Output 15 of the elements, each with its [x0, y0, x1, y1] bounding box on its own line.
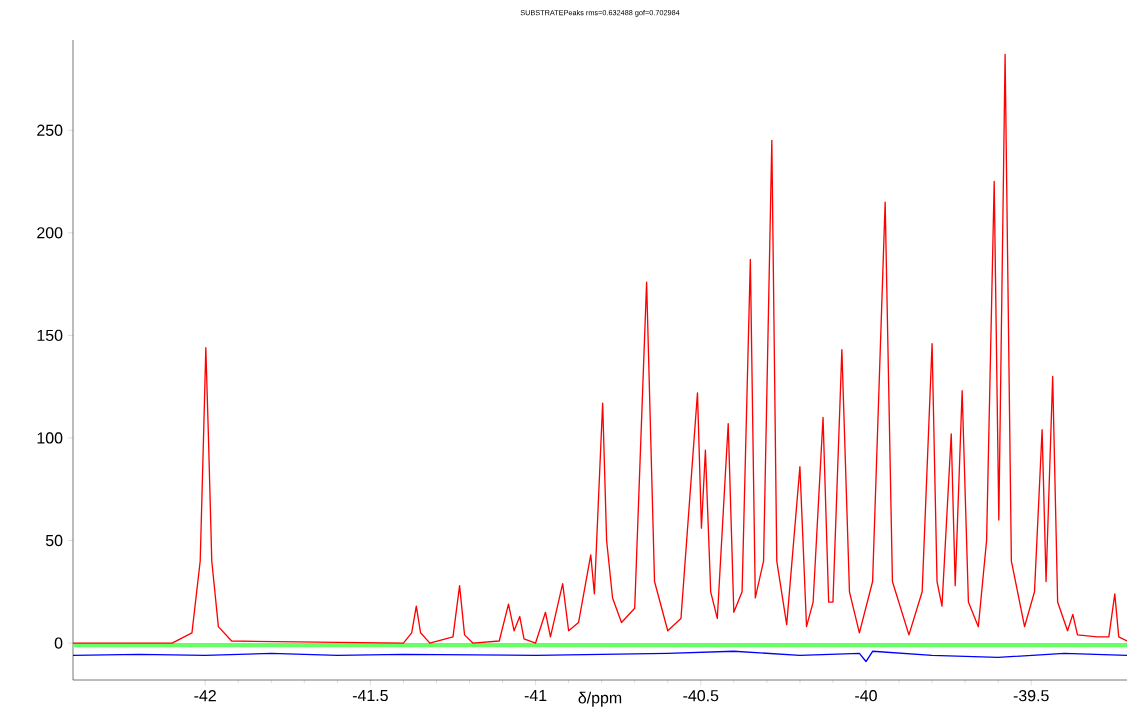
- y-tick-label: 200: [37, 227, 63, 239]
- x-tick-label: -40: [855, 690, 877, 702]
- x-tick-label: -41.5: [352, 690, 388, 702]
- x-tick-label: -42: [194, 690, 216, 702]
- y-tick-label: 0: [54, 637, 63, 649]
- x-tick-label: -39.5: [1013, 690, 1049, 702]
- y-tick-label: 150: [37, 329, 63, 342]
- x-tick-label: -41: [524, 690, 547, 701]
- y-tick-label: 100: [37, 432, 63, 444]
- y-tick-label: 50: [45, 534, 63, 547]
- x-tick-label: -40.5: [683, 690, 719, 702]
- line-series: [73, 650, 1127, 663]
- line-series: [73, 53, 1127, 644]
- y-tick-label: 250: [37, 124, 63, 136]
- x-axis-title: δ/ppm: [578, 691, 622, 707]
